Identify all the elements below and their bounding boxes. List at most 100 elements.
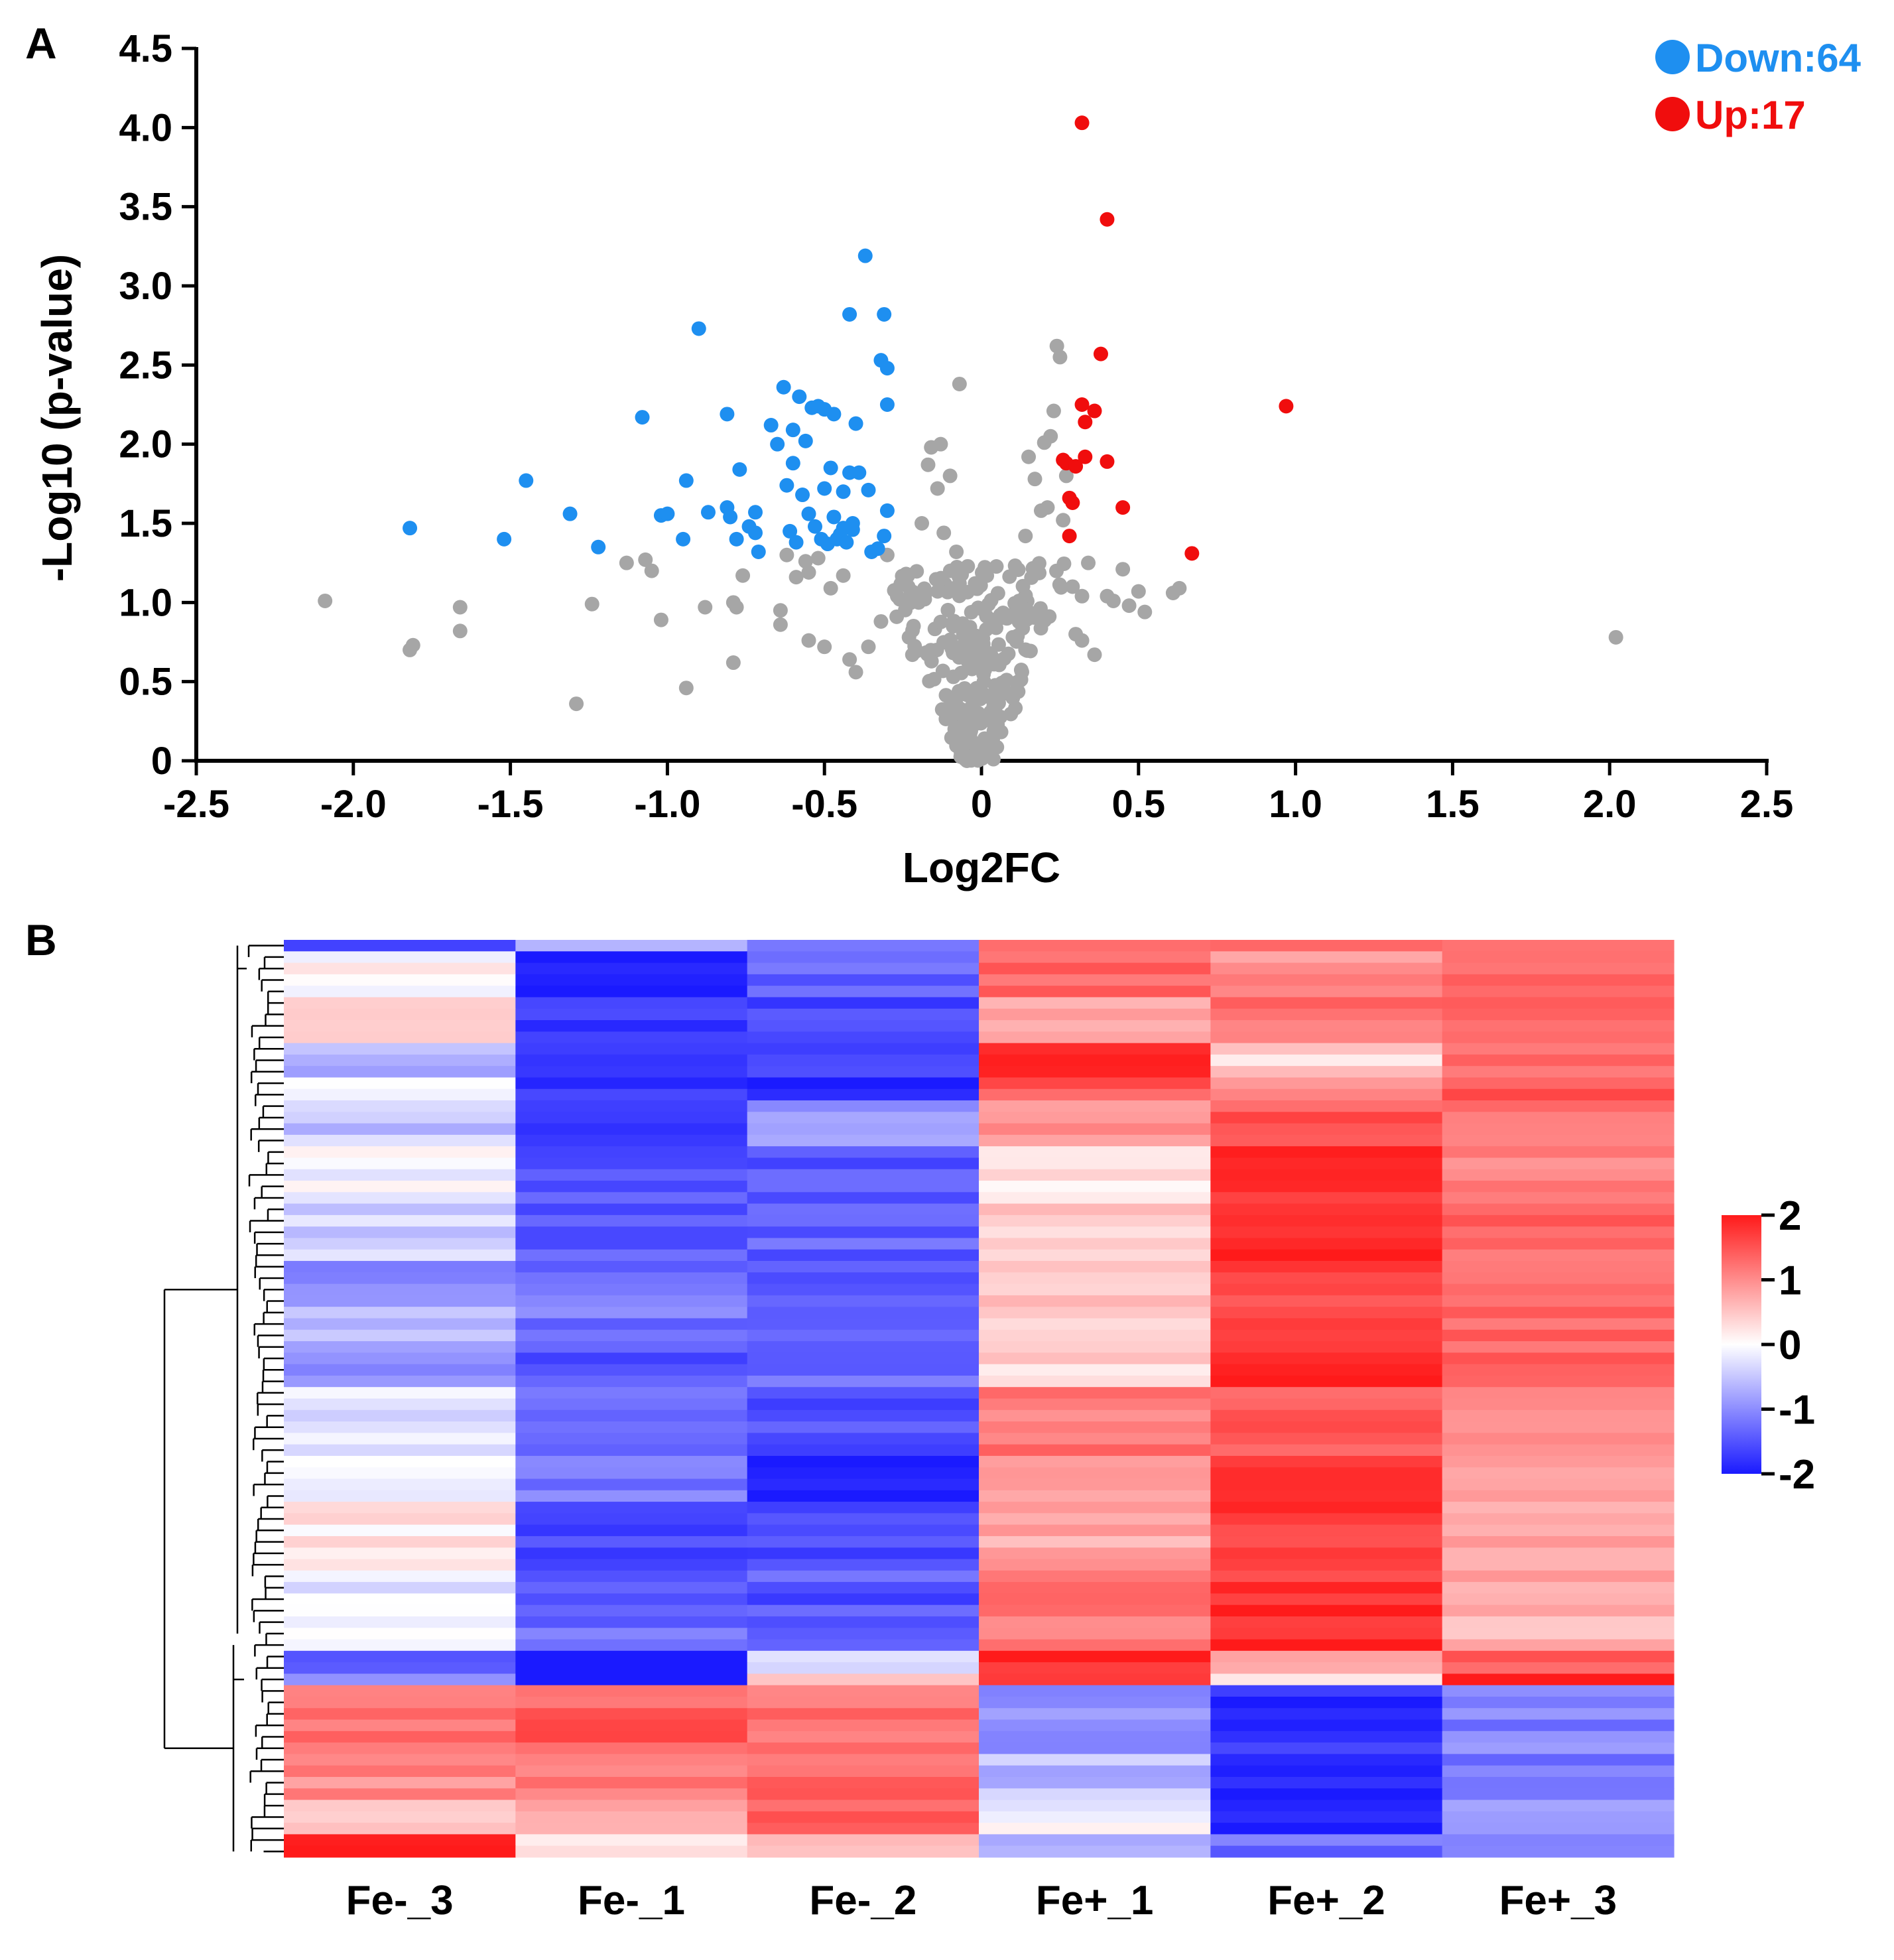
heatmap-cell [1210, 1616, 1443, 1628]
heatmap-cell [1442, 1616, 1674, 1628]
heatmap-cell [1210, 1375, 1443, 1388]
heatmap-cell [515, 1616, 748, 1628]
heatmap-cell [747, 1650, 979, 1663]
x-tick-label: -2.5 [163, 783, 229, 826]
heatmap-cell [747, 1329, 979, 1342]
heatmap-column-label: Fe-_3 [346, 1878, 454, 1924]
heatmap-cell [747, 1754, 979, 1766]
heatmap-cell [979, 1731, 1211, 1743]
heatmap-cell [747, 1421, 979, 1433]
heatmap: Fe-_3 Fe-_1 Fe-_2 Fe+_1 Fe+_2 Fe+_3 2 1 0 -1 -2 [163, 940, 1815, 1924]
volcano-point-ns [949, 544, 964, 559]
heatmap-cell [979, 1455, 1211, 1468]
heatmap-cell [515, 1283, 748, 1296]
volcano-point-ns [1172, 580, 1187, 596]
heatmap-cell [515, 1181, 748, 1193]
heatmap-cell [284, 1696, 516, 1709]
heatmap-cell [1442, 1731, 1674, 1743]
heatmap-cell [1442, 1490, 1674, 1502]
heatmap-cell [284, 1719, 516, 1732]
heatmap-cell [747, 1478, 979, 1491]
heatmap-cell [1210, 1834, 1443, 1847]
heatmap-cell [1210, 1181, 1443, 1193]
heatmap-cell [284, 1283, 516, 1296]
volcano-point-ns [1052, 577, 1067, 592]
volcano-point-down [497, 531, 512, 547]
heatmap-cell [515, 1742, 748, 1755]
heatmap-cell [515, 1341, 748, 1353]
volcano-point-ns [920, 457, 936, 472]
volcano-point-ns [926, 671, 942, 686]
volcano-point-ns [979, 568, 995, 583]
volcano-point-ns [901, 579, 916, 594]
heatmap-cell [1442, 1364, 1674, 1376]
heatmap-cell [1442, 1181, 1674, 1193]
heatmap-cell [515, 974, 748, 986]
heatmap-cell [747, 1604, 979, 1617]
heatmap-cell [284, 1490, 516, 1502]
heatmap-cell [515, 1112, 748, 1124]
volcano-point-ns [1018, 529, 1033, 544]
heatmap-cell [1442, 1307, 1674, 1319]
heatmap-cell [515, 1375, 748, 1388]
volcano-point-up [1056, 452, 1071, 468]
heatmap-cell [1210, 1020, 1443, 1032]
volcano-point-down [729, 531, 744, 547]
heatmap-cell [1442, 1513, 1674, 1526]
heatmap-cell [515, 1478, 748, 1491]
heatmap-cell [515, 1238, 748, 1250]
heatmap-cell [1210, 940, 1443, 952]
heatmap-cell [284, 1478, 516, 1491]
heatmap-cell [1210, 1696, 1443, 1709]
heatmap-cell [1442, 1146, 1674, 1159]
heatmap-cell [1210, 1708, 1443, 1721]
heatmap-cell [979, 1834, 1211, 1847]
heatmap-cell [284, 1146, 516, 1159]
heatmap-cell [284, 1157, 516, 1170]
heatmap-cell [284, 1181, 516, 1193]
heatmap-cell [515, 1123, 748, 1136]
heatmap-cell [1210, 1157, 1443, 1170]
heatmap-cell [515, 1467, 748, 1480]
volcano-point-ns [1052, 350, 1068, 365]
heatmap-cell [515, 1719, 748, 1732]
heatmap-cell [284, 1650, 516, 1663]
heatmap-cell [1442, 1650, 1674, 1663]
y-tick-label: 0.5 [119, 661, 172, 704]
volcano-point-ns [960, 654, 976, 669]
heatmap-cell [515, 1788, 748, 1801]
heatmap-cell [1442, 1238, 1674, 1250]
volcano-point-ns [982, 708, 997, 723]
heatmap-cell [747, 1054, 979, 1067]
heatmap-cell [515, 940, 748, 952]
volcano-point-ns [952, 376, 967, 391]
heatmap-cell [747, 1295, 979, 1307]
heatmap-cell [1442, 1043, 1674, 1055]
heatmap-cell [515, 1731, 748, 1743]
heatmap-cell [284, 1020, 516, 1032]
volcano-point-ns [940, 584, 956, 600]
heatmap-cell [515, 1823, 748, 1835]
volcano-point-down [848, 416, 863, 431]
heatmap-cell [1210, 1112, 1443, 1124]
heatmap-cell [1442, 1054, 1674, 1067]
volcano-point-ns [789, 570, 804, 585]
volcano-point-ns [801, 633, 816, 648]
heatmap-cell [1442, 1582, 1674, 1594]
heatmap-cell [515, 1352, 748, 1365]
heatmap-cell [284, 1341, 516, 1353]
heatmap-cell [747, 1708, 979, 1721]
heatmap-cell [515, 1628, 748, 1640]
heatmap-cell [1210, 1455, 1443, 1468]
heatmap-cell [979, 1409, 1211, 1422]
volcano-point-ns [1005, 686, 1020, 701]
volcano-point-ns [933, 436, 948, 452]
y-tick-label: 0 [151, 740, 172, 783]
volcano-point-ns [318, 593, 333, 608]
y-tick-label: 4.0 [119, 106, 172, 149]
heatmap-cell [1210, 1341, 1443, 1353]
heatmap-cell [1442, 1169, 1674, 1181]
volcano-point-ns [1037, 613, 1052, 628]
volcano-point-ns [976, 667, 991, 682]
